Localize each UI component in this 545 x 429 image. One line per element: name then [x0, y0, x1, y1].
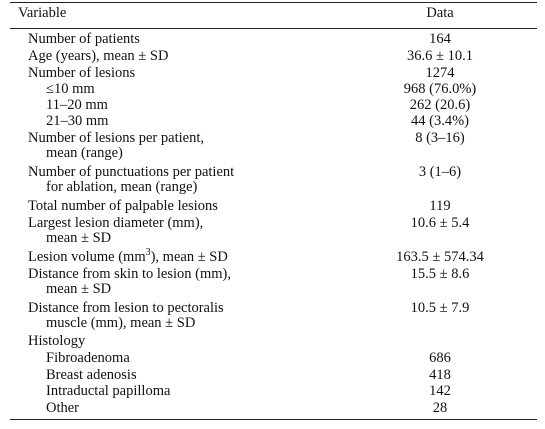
row-label-sup: 3 [145, 247, 151, 259]
row-label: Breast adenosis [46, 367, 137, 383]
top-rule [10, 2, 537, 3]
row-label-line2: mean ± SD [46, 230, 112, 246]
row-label: Distance from lesion to pectoralis muscl… [28, 301, 358, 331]
row-label-line1: Number of lesions per patient, [28, 130, 204, 146]
row-label: Age (years), mean ± SD [28, 48, 169, 64]
row-value: 36.6 ± 10.1 [407, 48, 473, 64]
row-value: 164 [429, 31, 451, 47]
row-value: 968 (76.0%) [403, 81, 477, 97]
row-label: Lesion volume (mm3), mean ± SD [28, 247, 358, 265]
row-label-pre: Lesion volume (mm [28, 249, 146, 265]
row-label-line1: Largest lesion diameter (mm), [28, 215, 204, 231]
row-label: Number of punctuations per patient for a… [28, 165, 358, 195]
row-label-line2: mean (range) [46, 145, 123, 161]
row-label-line2: for ablation, mean (range) [46, 179, 198, 195]
row-label: Fibroadenoma [46, 350, 130, 366]
row-value: 8 (3–16) [415, 130, 465, 146]
row-value: 15.5 ± 8.6 [410, 266, 470, 282]
row-value: 119 [429, 198, 451, 214]
row-value: 262 (20.6) [409, 97, 471, 113]
row-label: Number of patients [28, 31, 140, 47]
row-label-line1: Distance from skin to lesion (mm), [28, 266, 231, 282]
row-value: 3 (1–6) [418, 164, 462, 180]
row-value: 44 (3.4%) [411, 113, 469, 129]
row-value: 163.5 ± 574.34 [396, 249, 484, 265]
row-value: 28 [432, 400, 448, 416]
header-rule [10, 28, 537, 29]
row-label: Distance from skin to lesion (mm), mean … [28, 267, 358, 297]
row-value: 418 [429, 367, 451, 383]
row-label: ≤10 mm [46, 81, 95, 97]
table-header: Variable Data [10, 6, 537, 24]
bottom-rule [10, 419, 537, 420]
row-value: 10.5 ± 7.9 [410, 300, 470, 316]
row-label-post: ), mean ± SD [150, 249, 228, 265]
row-label-line1: Distance from lesion to pectoralis [28, 300, 224, 316]
row-label: Intraductal papilloma [46, 383, 171, 399]
row-label: Total number of palpable lesions [28, 198, 218, 214]
row-label: Number of lesions [28, 65, 136, 81]
row-label-line2: muscle (mm), mean ± SD [46, 315, 196, 331]
row-label: Other [46, 400, 80, 416]
header-variable: Variable [18, 5, 67, 21]
row-label: Number of lesions per patient, mean (ran… [28, 131, 358, 161]
row-label: Histology [28, 333, 86, 349]
row-value: 10.6 ± 5.4 [410, 215, 470, 231]
row-label-line1: Number of punctuations per patient [28, 164, 235, 180]
row-label: Largest lesion diameter (mm), mean ± SD [28, 216, 358, 246]
row-label: 21–30 mm [46, 113, 109, 129]
row-value: 142 [429, 383, 451, 399]
row-label-line2: mean ± SD [46, 281, 112, 297]
row-value: 1274 [425, 65, 455, 81]
row-value: 686 [429, 350, 451, 366]
header-data: Data [426, 5, 454, 21]
row-label: 11–20 mm [46, 97, 108, 113]
